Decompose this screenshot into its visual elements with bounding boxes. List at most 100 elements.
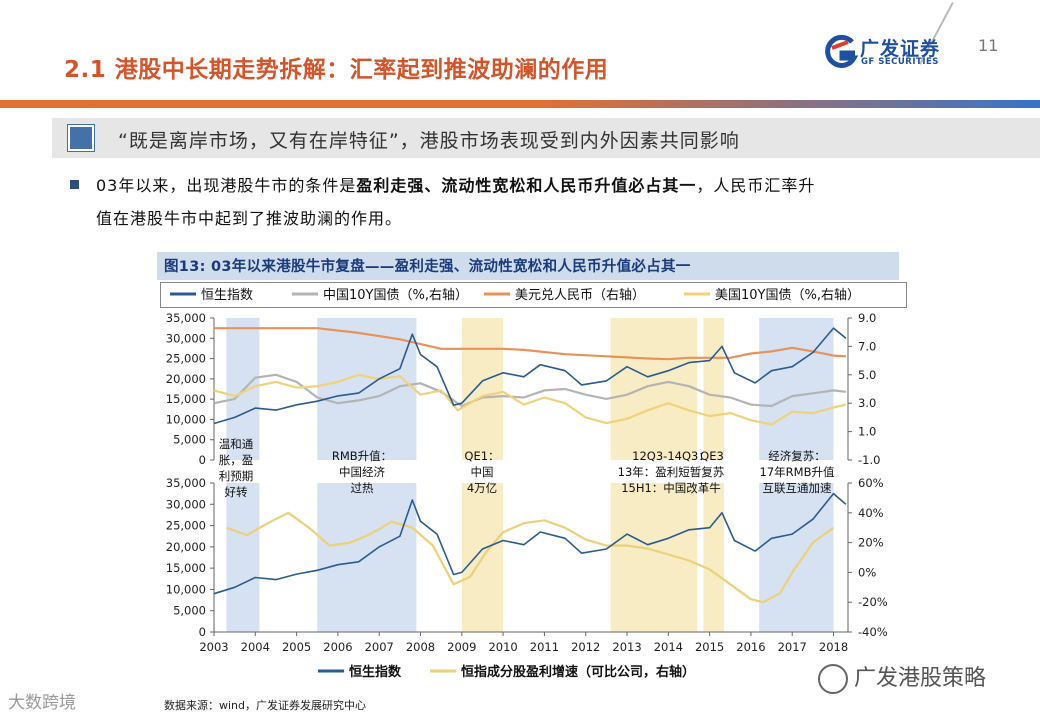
- paragraph-line-2: 值在港股牛市中起到了推波助澜的作用。: [96, 209, 403, 228]
- shade-bottom-5: [759, 483, 834, 632]
- y-right-tick-label: 1.0: [858, 425, 876, 439]
- x-tick-label: 2015: [695, 640, 724, 654]
- y-left-tick-label: 35,000: [166, 311, 206, 325]
- x-tick-label: 2009: [447, 640, 476, 654]
- y-left-tick-label: 30,000: [166, 497, 206, 511]
- annotation-2: 4万亿: [467, 481, 497, 495]
- figure-title: 图13: 03年以来港股牛市复盘——盈利走强、流动性宽松和人民币升值必占其一: [164, 259, 691, 275]
- watermark-right: 广发港股策略: [818, 660, 986, 694]
- top-legend-label: 美元兑人民币（右轴）: [515, 288, 645, 303]
- y-right-tick-label: 20%: [858, 536, 884, 550]
- y-left-tick-label: 30,000: [166, 331, 206, 345]
- page-title: 2.1 港股中长期走势拆解：汇率起到推波助澜的作用: [64, 57, 609, 83]
- annotation-1: RMB升值：: [332, 449, 392, 463]
- shade-bottom-1: [317, 483, 417, 632]
- banner-text: “既是离岸市场，又有在岸特征”，港股市场表现受到内外因素共同影响: [118, 130, 740, 152]
- y-left-tick-label: 15,000: [166, 392, 206, 406]
- bullet-square-icon: [70, 180, 79, 189]
- paragraph-bold-text: 盈利走强、流动性宽松和人民币升值必占其一: [356, 176, 697, 195]
- annotation-0: 温和通: [219, 437, 254, 451]
- series-line-0-0: [213, 373, 847, 408]
- x-tick-label: 2013: [612, 640, 641, 654]
- x-tick-label: 2005: [282, 640, 311, 654]
- y-right-tick-label: 5.0: [858, 368, 876, 382]
- x-tick-label: 2012: [571, 640, 600, 654]
- gf-logo-icon: [825, 34, 859, 68]
- key-point-banner: [52, 118, 1040, 158]
- annotation-0: 好转: [225, 485, 248, 499]
- y-left-tick-label: 25,000: [166, 352, 206, 366]
- figure-title-bar: [157, 252, 899, 280]
- x-tick-label: 2016: [736, 640, 765, 654]
- series-line-1-1: [213, 492, 847, 595]
- y-right-tick-label: -1.0: [858, 453, 880, 467]
- bottom-legend-label: 恒指成分股盈利增速（可比公司，右轴）: [461, 664, 695, 680]
- annotation-5: 17年RMB升值: [760, 465, 835, 479]
- y-right-tick-label: 7.0: [858, 339, 876, 353]
- y-left-tick-label: 10,000: [166, 582, 206, 596]
- y-left-tick-label: 20,000: [166, 540, 206, 554]
- series-line-0-2: [213, 373, 847, 426]
- annotation-1: 中国经济: [339, 465, 385, 479]
- source-note: 数据来源：wind，广发证券发展研究中心: [164, 699, 367, 712]
- shade-top-5: [759, 318, 834, 460]
- annotation-3: 12Q3-14Q3：: [632, 449, 710, 463]
- shade-bottom-0: [226, 483, 260, 632]
- annotation-4: QE3: [700, 449, 724, 463]
- x-tick-label: 2008: [406, 640, 435, 654]
- series-line-0-1: [214, 327, 846, 361]
- shade-top-1: [317, 318, 417, 460]
- x-tick-label: 2014: [654, 640, 683, 654]
- annotation-5: 互联互通加速: [763, 481, 832, 495]
- series-line-0-3: [213, 327, 847, 425]
- y-left-tick-label: 5,000: [173, 433, 206, 447]
- banner-square-icon: [68, 125, 94, 151]
- y-left-tick-label: 0: [199, 625, 206, 639]
- x-tick-label: 2006: [323, 640, 352, 654]
- bottom-legend-label: 恒生指数: [349, 664, 402, 680]
- shade-bottom-4: [703, 483, 725, 632]
- annotation-3: 13年：盈利短暂复苏: [618, 465, 725, 479]
- page-number: 11: [978, 36, 999, 55]
- watermark-left: 大数跨境: [8, 693, 76, 713]
- shade-top-4: [703, 318, 725, 460]
- y-left-tick-label: 15,000: [166, 561, 206, 575]
- x-tick-label: 2017: [778, 640, 807, 654]
- paragraph-text: 03年以来，出现港股牛市的条件是: [96, 176, 357, 195]
- annotation-2: QE1：: [464, 449, 499, 463]
- annotation-0: 胀，盈: [219, 453, 254, 467]
- paragraph-line-1: 03年以来，出现港股牛市的条件是盈利走强、流动性宽松和人民币升值必占其一，人民币…: [96, 172, 815, 196]
- top-legend-label: 美国10Y国债（%,右轴）: [715, 288, 860, 303]
- y-right-tick-label: 0%: [858, 565, 876, 579]
- y-right-tick-label: -40%: [858, 625, 888, 639]
- annotation-3: 15H1：中国改革牛: [621, 481, 721, 495]
- x-tick-label: 2004: [241, 640, 270, 654]
- y-left-tick-label: 25,000: [166, 519, 206, 533]
- y-right-tick-label: 40%: [858, 506, 884, 520]
- top-legend-label: 恒生指数: [201, 288, 253, 303]
- wechat-icon: [818, 664, 848, 694]
- top-legend-box: [160, 282, 907, 308]
- series-line-1-0: [226, 511, 835, 604]
- shade-bottom-3: [610, 483, 698, 632]
- x-tick-label: 2010: [488, 640, 517, 654]
- y-right-tick-label: 9.0: [858, 311, 876, 325]
- logo-text-en: GF SECURITIES: [861, 57, 939, 67]
- x-tick-label: 2018: [819, 640, 848, 654]
- x-tick-label: 2003: [199, 640, 228, 654]
- shade-top-2: [461, 318, 504, 460]
- x-tick-label: 2011: [530, 640, 559, 654]
- annotation-2: 中国: [471, 465, 494, 479]
- top-legend-label: 中国10Y国债（%,右轴）: [323, 288, 468, 303]
- annotation-1: 过热: [351, 481, 374, 495]
- gf-logo: 广发证券 GF SECURITIES: [822, 34, 942, 70]
- shade-top-3: [610, 318, 698, 460]
- paragraph-text-end: ，人民币汇率升: [696, 176, 816, 195]
- annotation-0: 利预期: [219, 469, 254, 483]
- y-left-tick-label: 20,000: [166, 372, 206, 386]
- logo-text-cn: 广发证券: [860, 38, 941, 60]
- x-tick-label: 2007: [365, 640, 394, 654]
- header-color-bar: [0, 100, 1040, 108]
- annotation-5: 经济复苏：: [768, 449, 826, 463]
- y-right-tick-label: 3.0: [858, 396, 876, 410]
